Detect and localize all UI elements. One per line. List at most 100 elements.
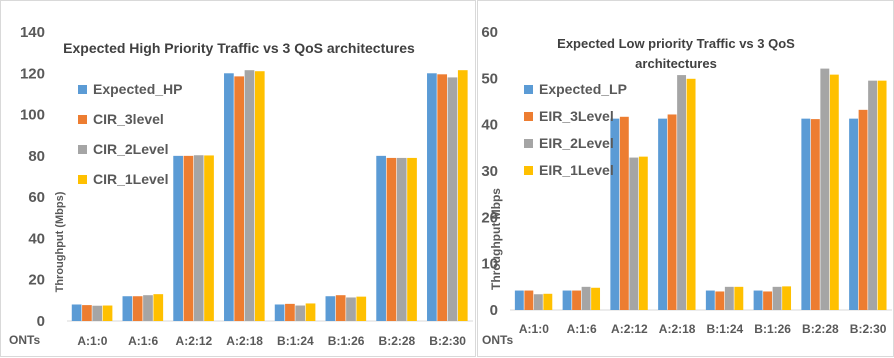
legend-swatch	[524, 112, 533, 121]
bar-eir-3level-B:1:26	[763, 291, 773, 310]
bar-eir-1level-A:1:0	[543, 293, 553, 310]
y-tick-label: 140	[20, 24, 45, 41]
bar-eir-1level-B:1:24	[734, 286, 744, 310]
x-tick-label: A:1:0	[77, 334, 107, 348]
bar-eir-3level-B:1:24	[715, 291, 725, 310]
bar-cir-3level-A:2:18	[234, 76, 245, 321]
bar-cir-2level-A:2:18	[244, 70, 255, 321]
bar-eir-2level-A:2:18	[677, 75, 687, 310]
bar-expected-lp-B:2:28	[801, 118, 811, 310]
x-tick-label: A:1:6	[567, 322, 597, 336]
bar-cir-3level-B:1:24	[285, 303, 295, 321]
chart-panel-high-priority: Expected High Priority Traffic vs 3 QoS …	[0, 0, 476, 357]
bar-expected-hp-B:2:28	[376, 155, 386, 321]
bar-cir-1level-A:2:18	[254, 71, 265, 321]
bar-cir-1level-B:1:24	[305, 303, 316, 321]
bar-expected-hp-A:2:12	[173, 155, 183, 321]
x-tick-label: B:2:30	[429, 334, 466, 348]
chart-title-line-2: architectures	[635, 56, 717, 71]
bar-eir-2level-A:2:12	[629, 157, 639, 310]
bar-eir-3level-A:2:12	[619, 116, 629, 310]
legend-swatch	[524, 166, 533, 175]
legend-label: Expected_LP	[539, 81, 627, 97]
bar-cir-2level-B:2:28	[396, 157, 407, 321]
chart-low-priority: Expected Low priority Traffic vs 3 QoS a…	[481, 24, 892, 347]
chart-high-priority: Expected High Priority Traffic vs 3 QoS …	[9, 24, 473, 348]
bar-cir-2level-A:2:12	[193, 155, 204, 321]
y-tick-label: 20	[28, 272, 45, 289]
y-tick-label: 40	[28, 230, 45, 247]
bar-expected-hp-A:1:6	[122, 296, 133, 321]
legend-label: CIR_2Level	[93, 141, 168, 157]
y-axis-label: Throughput Mbps	[489, 188, 503, 290]
y-tick-label: 60	[28, 189, 45, 206]
y-tick-label: 80	[28, 148, 45, 165]
bar-cir-2level-A:1:0	[92, 305, 103, 321]
legend-label: CIR_1Level	[93, 171, 168, 187]
y-tick-label: 120	[20, 65, 45, 82]
bar-cir-2level-B:1:26	[346, 297, 356, 321]
bar-cir-1level-A:1:6	[153, 294, 164, 321]
x-tick-label: B:1:26	[328, 334, 365, 348]
bar-eir-3level-B:2:28	[810, 119, 820, 311]
x-tick-label: A:2:18	[659, 322, 696, 336]
bar-expected-lp-A:1:0	[514, 290, 524, 310]
bar-cir-2level-B:2:30	[447, 77, 458, 322]
legend-label: EIR_3Level	[539, 108, 614, 124]
y-tick-label: 20	[481, 209, 498, 226]
bar-eir-1level-A:2:18	[686, 78, 696, 311]
x-axis-label: ONTs	[9, 333, 40, 347]
x-tick-label: B:1:24	[707, 322, 744, 336]
bar-expected-lp-A:1:6	[562, 290, 572, 310]
legend-swatch	[524, 139, 533, 148]
bar-expected-hp-B:2:30	[427, 73, 437, 322]
legend-label: EIR_2Level	[539, 135, 614, 151]
y-axis-label: Throughput (Mbps)	[54, 191, 66, 292]
bar-cir-1level-B:2:30	[457, 70, 468, 321]
bar-eir-1level-B:2:30	[877, 80, 887, 311]
bar-eir-2level-B:1:24	[724, 286, 734, 310]
y-tick-label: 30	[481, 163, 498, 180]
bar-eir-1level-A:2:12	[638, 156, 648, 310]
bar-eir-3level-A:1:6	[572, 290, 582, 310]
x-axis-label: ONTs	[482, 333, 513, 347]
bar-cir-2level-A:1:6	[143, 295, 153, 321]
bar-eir-3level-A:2:18	[667, 114, 677, 311]
legend-swatch	[78, 115, 87, 124]
bar-expected-hp-A:2:18	[224, 73, 234, 322]
bar-expected-hp-B:1:26	[325, 296, 336, 321]
bar-cir-2level-B:1:24	[295, 305, 306, 321]
x-tick-label: B:1:24	[277, 334, 314, 348]
bar-expected-hp-A:1:0	[71, 304, 82, 321]
legend-swatch	[78, 85, 87, 94]
bar-expected-lp-A:2:18	[658, 118, 668, 310]
bar-eir-2level-B:1:26	[772, 286, 782, 310]
x-tick-label: B:2:28	[379, 334, 416, 348]
bar-cir-1level-B:2:28	[407, 157, 417, 321]
bar-eir-2level-A:1:6	[581, 286, 591, 310]
bar-cir-3level-B:2:30	[437, 74, 448, 321]
x-tick-label: B:1:26	[754, 322, 791, 336]
y-tick-label: 10	[481, 256, 498, 273]
y-tick-label: 40	[481, 117, 498, 134]
chart-panel-low-priority: Expected Low priority Traffic vs 3 QoS a…	[477, 0, 894, 357]
bar-cir-1level-B:1:26	[356, 296, 367, 321]
legend-swatch	[78, 145, 87, 154]
bar-expected-lp-B:1:26	[753, 290, 763, 310]
bar-cir-3level-A:1:6	[132, 296, 143, 321]
bar-eir-2level-B:2:28	[820, 68, 830, 310]
y-tick-label: 0	[490, 302, 498, 319]
x-tick-label: B:2:30	[850, 322, 887, 336]
y-tick-label: 0	[37, 313, 45, 330]
bar-eir-1level-B:2:28	[829, 74, 839, 310]
chart-title: Expected High Priority Traffic vs 3 QoS …	[63, 40, 415, 56]
bar-cir-3level-A:2:12	[183, 155, 194, 321]
bar-cir-3level-B:1:26	[335, 295, 346, 321]
x-tick-label: A:1:6	[128, 334, 158, 348]
y-tick-label: 100	[20, 107, 45, 124]
legend-swatch	[78, 175, 87, 184]
legend-swatch	[524, 85, 533, 94]
bar-cir-3level-B:2:28	[386, 157, 397, 321]
x-tick-label: A:2:12	[176, 334, 213, 348]
legend-label: Expected_HP	[93, 81, 182, 97]
